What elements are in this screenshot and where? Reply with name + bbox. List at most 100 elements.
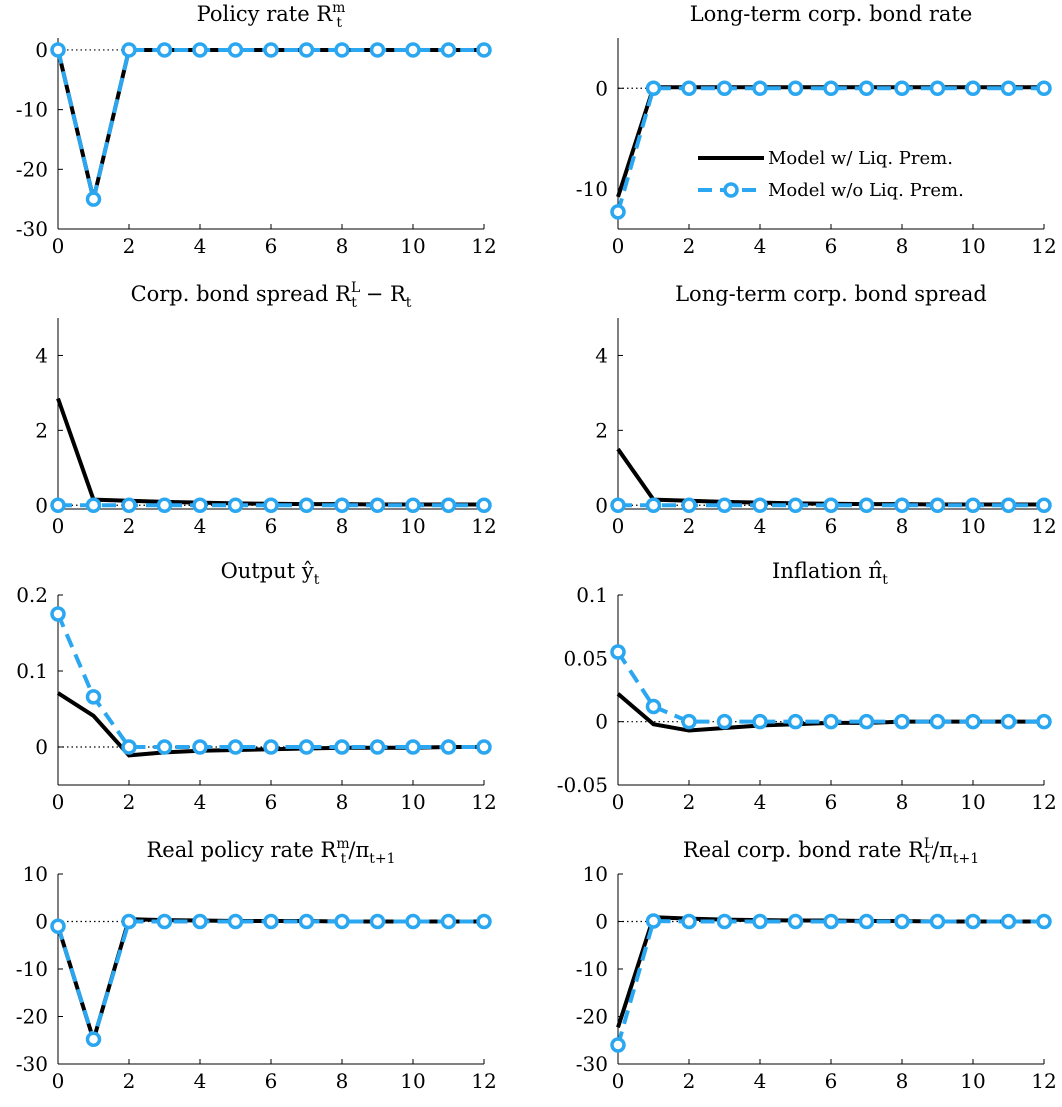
series-without-liq-prem-point: [1000, 80, 1017, 97]
y-tick-label: 0: [595, 76, 608, 100]
series-without-liq-prem-point: [121, 739, 137, 755]
y-tick-label: 10: [583, 862, 608, 886]
series-without-liq-prem-point: [156, 913, 173, 930]
y-tick-label: -30: [16, 217, 48, 241]
x-tick-label: 4: [754, 790, 767, 814]
x-tick-label: 12: [1031, 1069, 1056, 1093]
panel-title: Real corp. bond rate RL t /πt+1: [683, 836, 979, 867]
series-without-liq-prem-point: [85, 1031, 102, 1048]
x-tick-label: 8: [896, 790, 909, 814]
x-tick-label: 6: [265, 1069, 278, 1093]
y-tick-label: 4: [35, 343, 48, 367]
x-tick-label: 2: [123, 234, 136, 258]
panel-3: 0 2 4 6 8 10 12 0 2 4 Corp. bond spread RL t − Rt: [35, 280, 496, 538]
series-without-liq-prem-point: [476, 739, 492, 755]
series-without-liq-prem-point: [645, 913, 662, 929]
panel-title: Corp. bond spread RL t − Rt: [131, 280, 412, 311]
series-with-liq-prem-line: [616, 447, 1044, 507]
panel-title: Long-term corp. bond spread: [675, 282, 987, 306]
series-without-liq-prem-point: [476, 497, 492, 514]
y-tick-label: 2: [595, 418, 608, 442]
x-tick-label: 12: [471, 1069, 496, 1093]
series-without-liq-prem-point: [263, 42, 279, 58]
series-with-liq-prem-line: [56, 917, 484, 1047]
series-without-liq-prem-point: [440, 739, 457, 755]
series-with-liq-prem-line: [56, 47, 484, 200]
y-tick-label: 4: [595, 343, 608, 367]
series-without-liq-prem-point: [752, 80, 768, 97]
series-without-liq-prem-point: [787, 497, 804, 514]
series-without-liq-prem-point: [965, 913, 981, 930]
series-without-liq-prem-point: [1036, 713, 1052, 730]
series-without-liq-prem-point: [192, 42, 208, 58]
x-tick-label: 6: [825, 514, 838, 538]
legend-without-liq-prem-label: Model w/o Liq. Prem.: [768, 180, 964, 201]
x-tick-label: 8: [336, 790, 349, 814]
series-without-liq-prem-point: [85, 497, 102, 514]
series-without-liq-prem-point: [965, 497, 981, 514]
x-tick-label: 4: [194, 234, 207, 258]
x-tick-label: 0: [612, 1069, 625, 1093]
x-tick-label: 2: [123, 1069, 136, 1093]
series-without-liq-prem-point: [298, 42, 315, 58]
series-without-liq-prem-point: [192, 497, 208, 514]
panel-title: Real policy rate Rm t /πt+1: [146, 836, 395, 867]
series-without-liq-prem-point: [787, 913, 804, 930]
series-without-liq-prem-point: [440, 42, 457, 58]
series-without-liq-prem-point: [263, 497, 279, 514]
series-without-liq-prem-point: [50, 497, 66, 514]
series-without-liq-prem-point: [50, 606, 66, 622]
panel-4: 0 2 4 6 8 10 12 0 2 4 Long-term corp. bond spread: [595, 282, 1056, 538]
series-without-liq-prem-point: [156, 739, 173, 755]
series-without-liq-prem-point: [645, 698, 662, 715]
series-without-liq-prem-point: [298, 913, 315, 930]
x-tick-label: 6: [825, 790, 838, 814]
series-without-liq-prem-point: [440, 913, 457, 930]
series-without-liq-prem-point: [334, 739, 350, 755]
x-tick-label: 8: [336, 1069, 349, 1093]
panel-title: Inflation π̂t: [772, 559, 890, 588]
y-tick-label: 0: [595, 493, 608, 517]
x-tick-label: 10: [400, 1069, 425, 1093]
series-without-liq-prem-point: [823, 497, 839, 514]
x-tick-label: 2: [123, 514, 136, 538]
panel-2: 0 2 4 6 8 10 12 0 -10 Long-term corp. bond rate Mo…: [576, 2, 1057, 258]
series-without-liq-prem-point: [716, 80, 733, 97]
series-without-liq-prem-point: [752, 913, 768, 930]
x-tick-label: 8: [336, 514, 349, 538]
series-without-liq-prem-point: [752, 497, 768, 514]
series-without-liq-prem-point: [334, 913, 350, 930]
series-without-liq-prem-point: [929, 497, 946, 514]
series-without-liq-prem-point: [610, 1037, 626, 1053]
series-without-liq-prem-line: [56, 919, 484, 1047]
x-tick-label: 4: [194, 1069, 207, 1093]
y-tick-label: 0.05: [563, 646, 608, 670]
x-tick-label: 2: [123, 790, 136, 814]
x-tick-label: 6: [265, 234, 278, 258]
series-without-liq-prem-point: [716, 713, 733, 730]
series-without-liq-prem-point: [1036, 497, 1052, 514]
series-without-liq-prem-point: [681, 913, 697, 930]
series-without-liq-prem-point: [1036, 913, 1052, 930]
series-without-liq-prem-point: [681, 713, 697, 730]
series-without-liq-prem-point: [858, 497, 875, 514]
y-tick-label: -30: [16, 1052, 48, 1076]
series-without-liq-prem-point: [823, 913, 839, 930]
series-without-liq-prem-point: [929, 713, 946, 730]
series-without-liq-prem-point: [405, 739, 421, 755]
series-without-liq-prem-point: [334, 497, 350, 514]
series-without-liq-prem-point: [85, 689, 102, 705]
series-without-liq-prem-point: [192, 913, 208, 930]
series-without-liq-prem-point: [121, 913, 137, 930]
series-without-liq-prem-point: [965, 80, 981, 97]
x-tick-label: 6: [265, 514, 278, 538]
series-without-liq-prem-point: [369, 497, 386, 514]
series-without-liq-prem-point: [227, 497, 244, 514]
series-without-liq-prem-point: [681, 80, 697, 97]
x-tick-label: 0: [52, 1069, 65, 1093]
x-tick-label: 0: [52, 514, 65, 538]
series-with-liq-prem-line: [616, 915, 1044, 1029]
series-without-liq-prem-point: [476, 42, 492, 58]
x-tick-label: 6: [825, 1069, 838, 1093]
x-tick-label: 12: [1031, 790, 1056, 814]
